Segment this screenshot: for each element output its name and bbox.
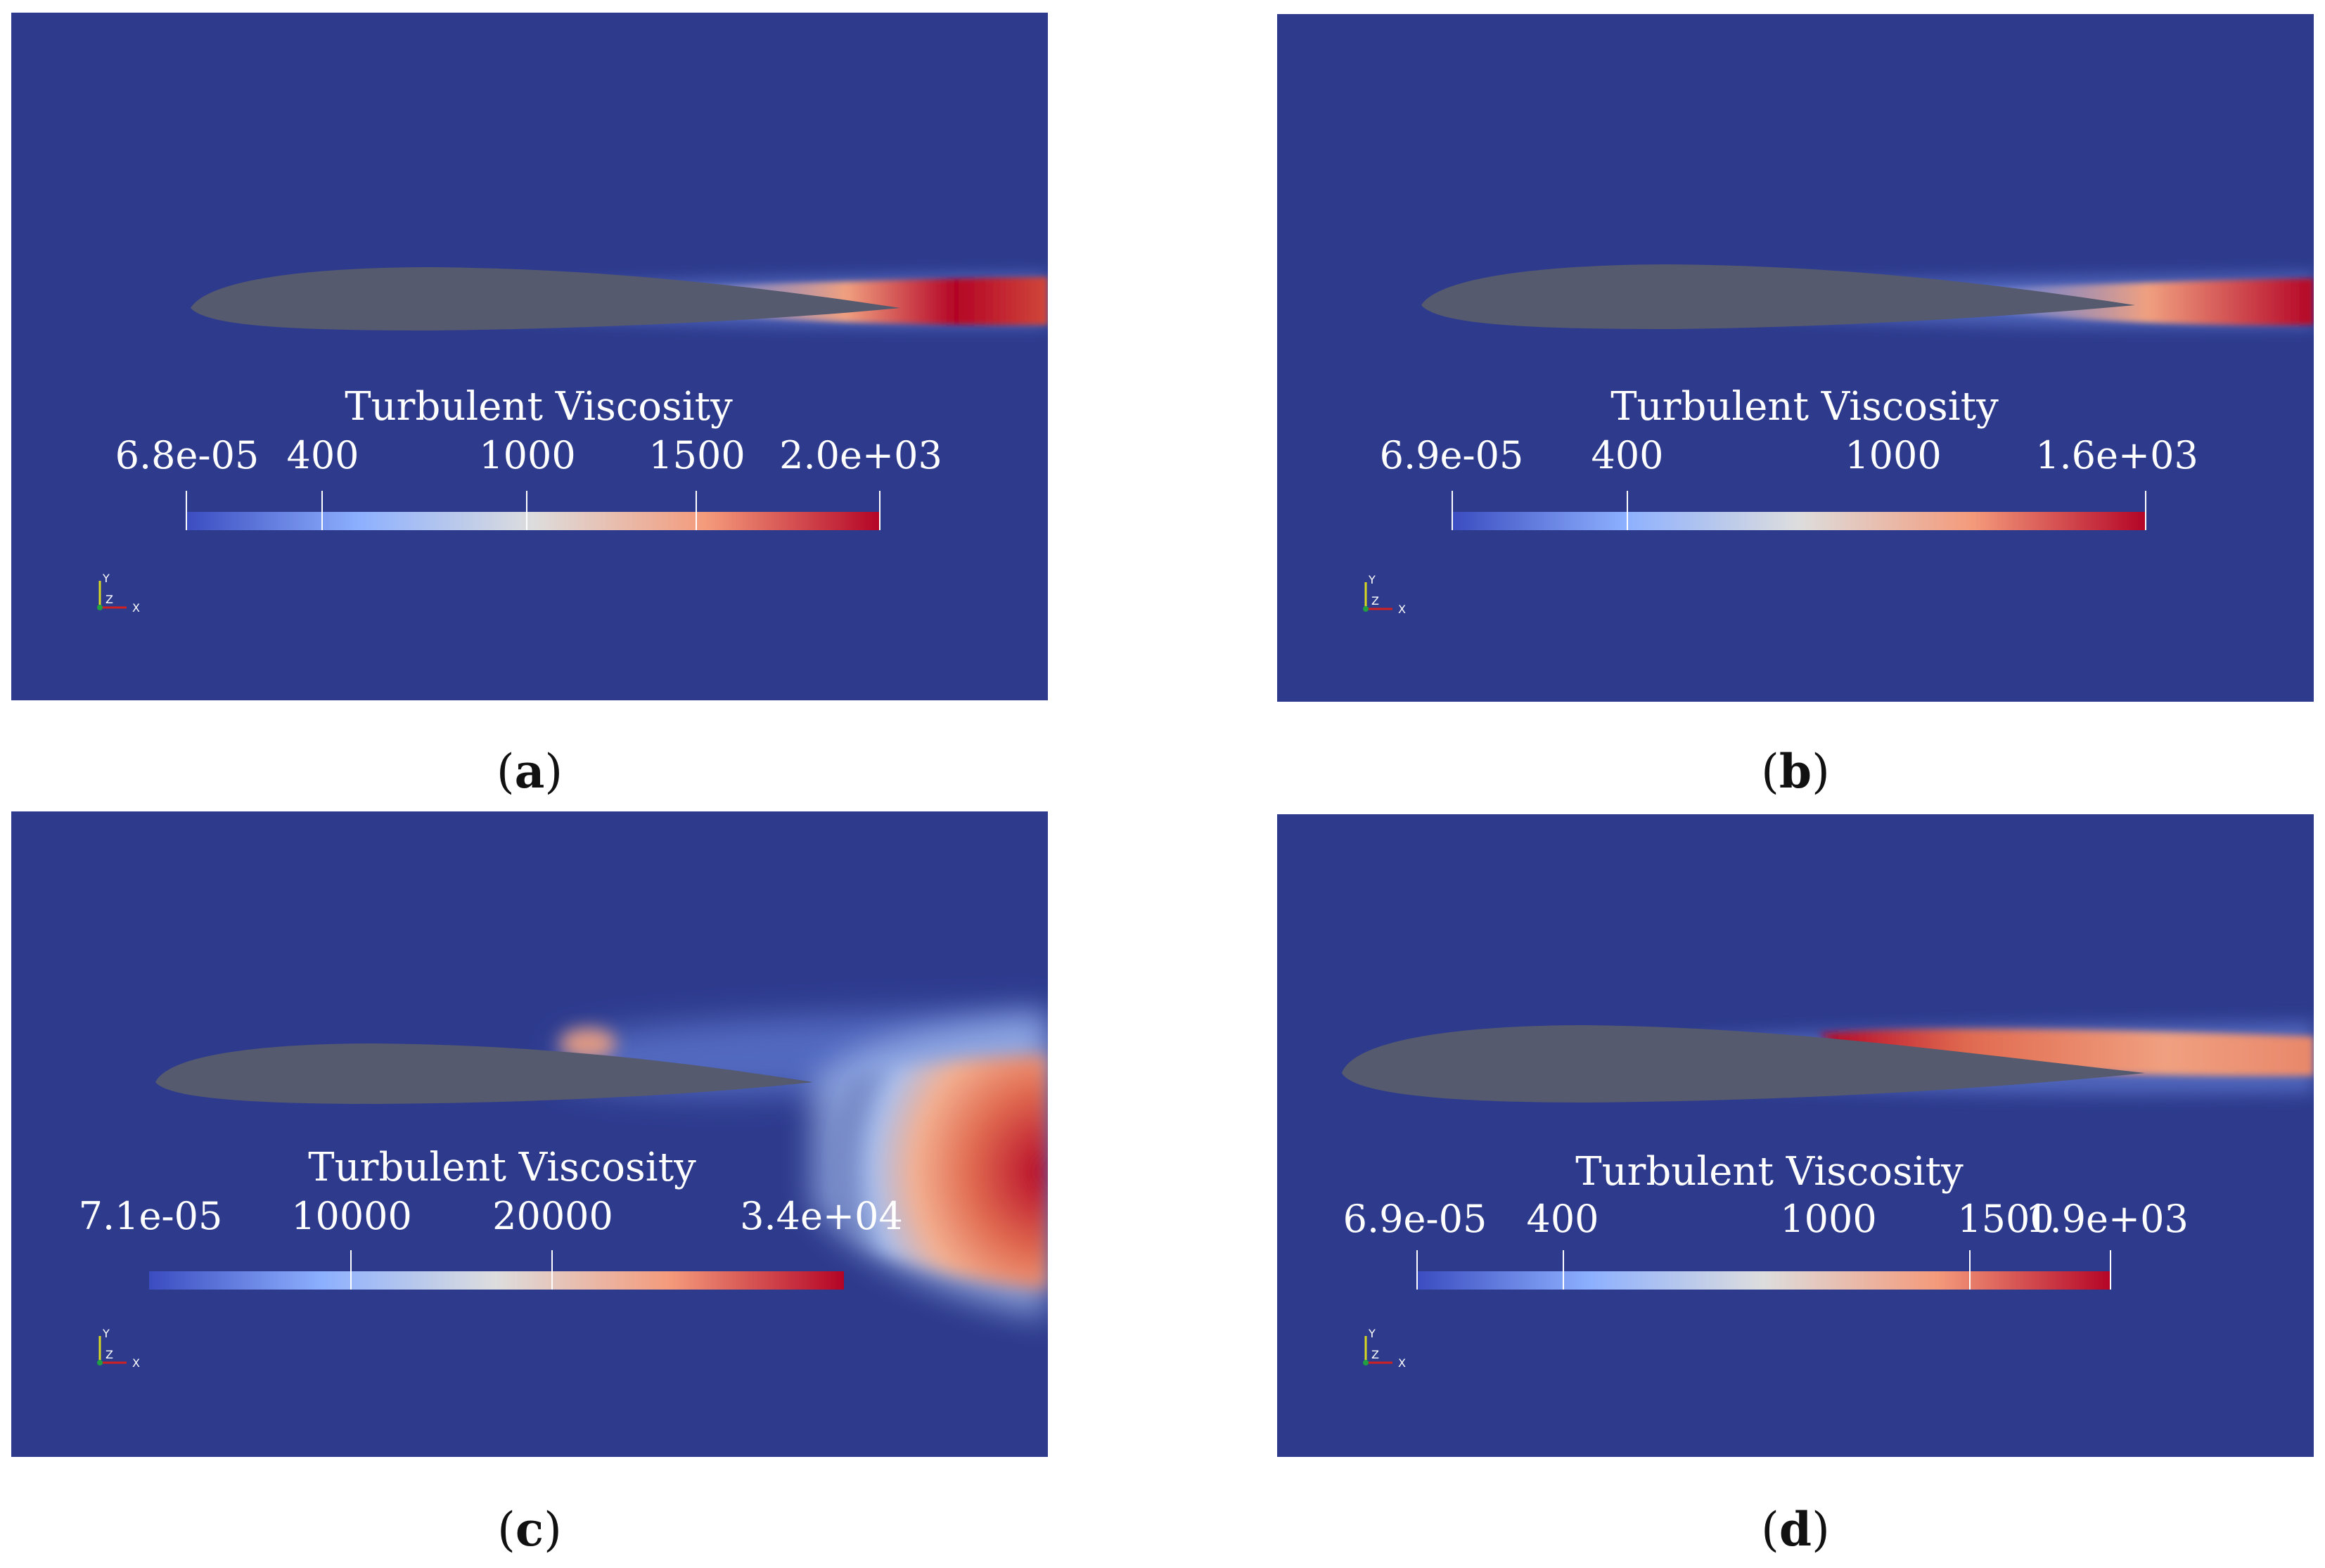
svg-text:Y: Y <box>1368 573 1376 586</box>
colorbar-tick-b-2 <box>2145 491 2146 530</box>
axes-triad-c: Y Z X <box>97 1327 140 1370</box>
colorbar-tick-d-0 <box>1416 1250 1418 1290</box>
flow-field-a <box>11 13 1048 700</box>
svg-text:Z: Z <box>105 593 113 606</box>
panel-c: Turbulent Viscosity 7.1e-05 10000 20000 … <box>11 811 1048 1457</box>
svg-text:Y: Y <box>102 572 110 585</box>
svg-text:X: X <box>1398 603 1406 616</box>
colorbar-tick-d-3 <box>1969 1250 1971 1290</box>
colorbar-tick-c-1 <box>350 1250 352 1290</box>
colorbar-title-d: Turbulent Viscosity <box>1575 1149 1964 1195</box>
axes-triad-b: Y Z X <box>1363 573 1406 616</box>
colorbar-tick-a-3 <box>696 491 697 530</box>
svg-text:X: X <box>132 1356 140 1370</box>
colorbar-label-c-1: 10000 <box>291 1194 412 1238</box>
svg-text:Z: Z <box>1371 1348 1379 1361</box>
colorbar-label-c-2: 20000 <box>492 1194 613 1238</box>
panel-b: Turbulent Viscosity 6.9e-05 400 1000 1.6… <box>1277 14 2314 702</box>
colorbar-label-a-0: 6.8e-05 <box>115 433 260 477</box>
colorbar-tick-d-1 <box>1563 1250 1564 1290</box>
colorbar-gradient-a <box>186 512 880 530</box>
colorbar-label-a-2: 1000 <box>479 433 576 477</box>
colorbar-title-c: Turbulent Viscosity <box>308 1145 696 1190</box>
svg-text:Y: Y <box>102 1327 110 1340</box>
colorbar-tick-a-2 <box>526 491 527 530</box>
axes-triad-a: Y Z X <box>97 572 140 615</box>
colorbar-label-b-2: 1000 <box>1845 433 1942 477</box>
colorbar-title-b: Turbulent Viscosity <box>1610 384 1999 430</box>
colorbar-label-a-4: 2.0e+03 <box>779 433 942 477</box>
flow-field-c <box>11 811 1048 1457</box>
colorbar-label-b-1: 400 <box>1591 433 1664 477</box>
colorbar-gradient-d <box>1416 1271 2111 1290</box>
colorbar-label-c-3: 3.4e+04 <box>740 1194 903 1238</box>
caption-d: (d) <box>1761 1502 1830 1557</box>
svg-text:Y: Y <box>1368 1327 1376 1340</box>
colorbar-tick-c-2 <box>551 1250 553 1290</box>
colorbar-label-a-1: 400 <box>286 433 359 477</box>
caption-b: (b) <box>1761 744 1830 799</box>
colorbar-tick-a-4 <box>879 491 880 530</box>
colorbar-label-c-0: 7.1e-05 <box>78 1194 223 1238</box>
colorbar-gradient-c <box>149 1271 844 1290</box>
colorbar-label-d-4: 1.9e+03 <box>2025 1197 2189 1241</box>
colorbar-tick-b-1 <box>1627 491 1628 530</box>
panel-d: Turbulent Viscosity 6.9e-05 400 1000 150… <box>1277 814 2314 1457</box>
colorbar-tick-a-0 <box>186 491 187 530</box>
flow-field-d <box>1277 814 2314 1457</box>
colorbar-label-d-0: 6.9e-05 <box>1343 1197 1487 1241</box>
colorbar-label-a-3: 1500 <box>648 433 745 477</box>
panel-a: Turbulent Viscosity 6.8e-05 400 1000 150… <box>11 13 1048 700</box>
svg-text:X: X <box>1398 1356 1406 1370</box>
colorbar-label-d-3: 1500 <box>1957 1197 2054 1241</box>
caption-c: (c) <box>497 1502 562 1557</box>
colorbar-label-b-3: 1.6e+03 <box>2035 433 2198 477</box>
colorbar-tick-a-1 <box>321 491 323 530</box>
colorbar-label-d-1: 400 <box>1526 1197 1599 1241</box>
colorbar-gradient-b <box>1452 512 2146 530</box>
svg-text:Z: Z <box>1371 594 1379 608</box>
colorbar-label-d-2: 1000 <box>1780 1197 1877 1241</box>
caption-a: (a) <box>496 744 563 799</box>
colorbar-label-b-0: 6.9e-05 <box>1379 433 1524 477</box>
svg-text:X: X <box>132 601 140 615</box>
axes-triad-d: Y Z X <box>1363 1327 1406 1370</box>
colorbar-title-a: Turbulent Viscosity <box>345 384 733 430</box>
colorbar-tick-d-4 <box>2110 1250 2111 1290</box>
colorbar-tick-b-0 <box>1452 491 1453 530</box>
flow-field-b <box>1277 14 2314 702</box>
svg-text:Z: Z <box>105 1348 113 1361</box>
